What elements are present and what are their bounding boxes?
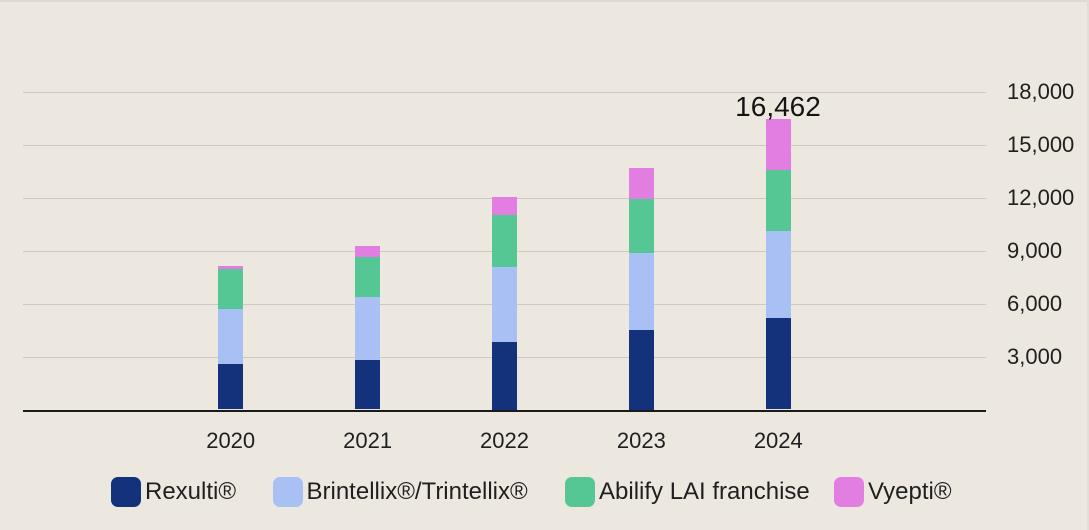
legend-item-rexulti: Rexulti® (111, 477, 236, 507)
bar-2020 (218, 266, 244, 410)
y-axis-label-18000: 18,000 (1007, 79, 1075, 104)
x-axis-label-2024: 2024 (753, 428, 803, 453)
bar-2020-segment-vyepti (218, 266, 244, 269)
x-axis-line (23, 409, 986, 412)
y-axis-label-9000: 9,000 (1007, 237, 1063, 263)
bar-2024 (765, 119, 791, 410)
legend-label-rexulti: Rexulti® (145, 478, 237, 505)
legend-swatch-vyepti (834, 477, 864, 507)
bar-2021 (355, 245, 381, 410)
y-axis-label-15000: 15,000 (1007, 131, 1075, 157)
legend-label-brintellix-trintellix: Brintellix®/Trintellix® (306, 478, 528, 505)
bar-2024-segment-abilify-lai-franchise (765, 170, 791, 232)
bar-2024-segment-vyepti (765, 119, 791, 171)
bar-2021-segment-brintellix-trintellix (355, 296, 381, 361)
bar-2022-segment-vyepti (492, 196, 517, 215)
bar-2023 (628, 167, 654, 410)
legend-swatch-brintellix-trintellix (272, 477, 303, 507)
bar-2022-segment-brintellix-trintellix (492, 267, 517, 342)
x-axis-label-2021: 2021 (343, 428, 393, 453)
legend-swatch-abilify-lai-franchise (565, 477, 595, 507)
bar-2021-segment-vyepti (355, 245, 381, 258)
bar-2023-segment-brintellix-trintellix (628, 253, 654, 331)
bar-2021-segment-rexulti (355, 360, 381, 410)
legend-item-vyepti: Vyepti® (834, 477, 952, 507)
bar-2020-segment-abilify-lai-franchise (218, 268, 244, 310)
bar-2021-segment-abilify-lai-franchise (355, 257, 381, 297)
bar-2022-segment-abilify-lai-franchise (492, 214, 517, 268)
legend-item-abilify-lai-franchise: Abilify LAI franchise (565, 477, 810, 507)
bar-2022-segment-rexulti (492, 341, 517, 410)
top-edge-shadow (0, 0, 1089, 2)
legend-label-abilify-lai-franchise: Abilify LAI franchise (599, 478, 810, 505)
right-edge-shadow (1087, 0, 1089, 530)
y-axis-label-6000: 6,000 (1007, 290, 1063, 316)
bar-2023-segment-rexulti (628, 330, 654, 410)
data-label-2024: 16,462 (735, 91, 821, 122)
bar-2022 (492, 196, 517, 410)
gridline-15000 (23, 144, 986, 146)
legend-label-vyepti: Vyepti® (868, 478, 952, 505)
y-axis-label-12000: 12,000 (1007, 184, 1075, 210)
bar-2023-segment-abilify-lai-franchise (628, 198, 654, 254)
x-axis-label-2022: 2022 (480, 428, 529, 453)
bar-2023-segment-vyepti (628, 167, 654, 199)
legend-swatch-rexulti (111, 477, 141, 507)
x-axis-label-2023: 2023 (616, 428, 666, 453)
bar-2024-segment-rexulti (765, 318, 791, 410)
gridline-18000 (23, 92, 986, 93)
bar-2020-segment-rexulti (218, 364, 244, 410)
y-axis-label-3000: 3,000 (1007, 343, 1063, 369)
bar-2020-segment-brintellix-trintellix (218, 309, 244, 365)
bar-2024-segment-brintellix-trintellix (765, 231, 791, 319)
x-axis-label-2020: 2020 (206, 428, 256, 453)
legend-item-brintellix-trintellix: Brintellix®/Trintellix® (272, 477, 528, 507)
